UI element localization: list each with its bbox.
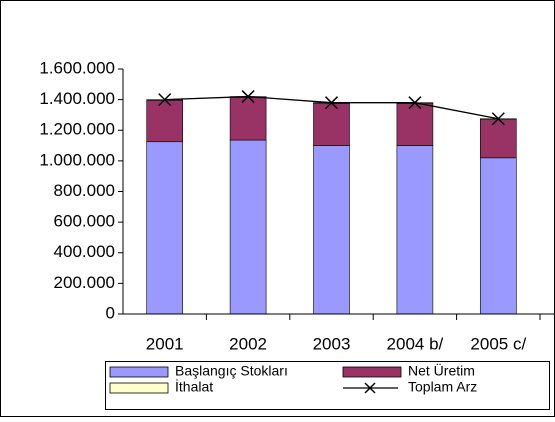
y-tick-label: 1.400.000 (39, 89, 115, 108)
y-tick-label: 0 (106, 303, 115, 322)
x-tick-label: 2003 (313, 334, 351, 353)
x-tick-label: 2005 c/ (470, 334, 526, 353)
legend-swatch (342, 366, 402, 378)
x-tick-label: 2002 (229, 334, 267, 353)
legend-label: Net Üretim (408, 362, 475, 379)
line-marker (491, 112, 505, 126)
line-marker (324, 96, 339, 110)
bar-segment (146, 141, 183, 315)
legend-marker (364, 382, 376, 394)
bar-segment (229, 97, 267, 141)
x-tick-label: 2001 (146, 334, 184, 353)
bar-segment (229, 139, 267, 315)
legend-label: Toplam Arz (408, 379, 477, 395)
y-tick-label: 200.000 (54, 273, 115, 292)
bar-segment (396, 145, 434, 315)
bar-segment (146, 100, 183, 143)
line-marker (241, 90, 255, 104)
legend-box (105, 361, 550, 410)
legend-label: İthalat (175, 378, 213, 395)
y-tick-label: 400.000 (54, 242, 115, 261)
x-tick-label: 2004 b/ (387, 334, 444, 353)
y-tick-label: 600.000 (54, 212, 115, 231)
legend-swatch (109, 382, 169, 394)
y-tick-label: 1.600.000 (39, 58, 115, 77)
bar-segment (479, 119, 517, 159)
line-marker (158, 93, 172, 107)
y-tick-label: 1.200.000 (39, 120, 115, 139)
bar-segment (313, 103, 350, 146)
legend-label: Başlangıç Stokları (175, 363, 288, 379)
bar-segment (396, 103, 434, 146)
bar-segment (479, 157, 517, 315)
y-tick-label: 1.000.000 (39, 150, 115, 169)
line-marker (408, 96, 422, 110)
bar-segment (313, 145, 350, 315)
y-tick-label: 800.000 (54, 181, 115, 200)
legend-swatch (109, 366, 169, 378)
